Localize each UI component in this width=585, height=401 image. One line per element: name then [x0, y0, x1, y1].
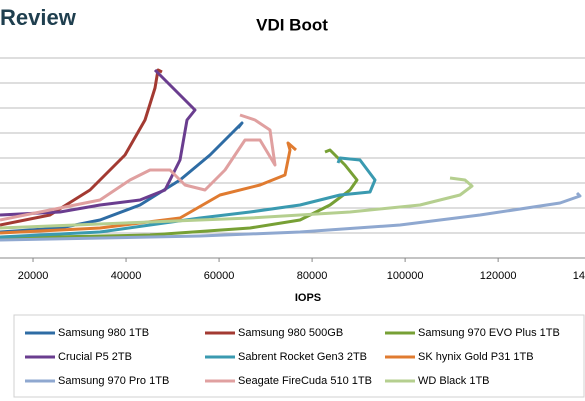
legend-label: Seagate FireCuda 510 1TB	[238, 375, 372, 387]
x-tick-label: 40000	[111, 270, 142, 282]
series-line	[0, 156, 377, 239]
series-line	[0, 113, 277, 222]
legend-label: Samsung 970 Pro 1TB	[58, 375, 169, 387]
series-line	[0, 68, 197, 217]
legend-label: Samsung 980 500GB	[238, 327, 343, 339]
legend-label: WD Black 1TB	[418, 375, 490, 387]
x-tick-label: 60000	[204, 270, 235, 282]
legend-label: Samsung 970 EVO Plus 1TB	[418, 327, 560, 339]
brand-logo: Review	[0, 5, 77, 30]
series-line	[0, 148, 359, 240]
legend-label: Sabrent Rocket Gen3 2TB	[238, 351, 367, 363]
legend-label: SK hynix Gold P31 1TB	[418, 351, 534, 363]
legend-label: Samsung 980 1TB	[58, 327, 149, 339]
series-line	[0, 191, 582, 242]
x-tick-label: 120000	[480, 270, 517, 282]
legend-label: Crucial P5 2TB	[58, 351, 132, 363]
chart-title: VDI Boot	[256, 15, 328, 34]
x-tick-label: 80000	[297, 270, 328, 282]
legend-box	[13, 314, 585, 398]
series-line	[0, 121, 244, 234]
series-line	[0, 141, 297, 235]
x-tick-label: 140000	[573, 270, 585, 282]
series-line	[0, 176, 474, 230]
x-axis-label: IOPS	[295, 292, 321, 304]
x-tick-label: 100000	[387, 270, 424, 282]
x-tick-label: 20000	[18, 270, 49, 282]
